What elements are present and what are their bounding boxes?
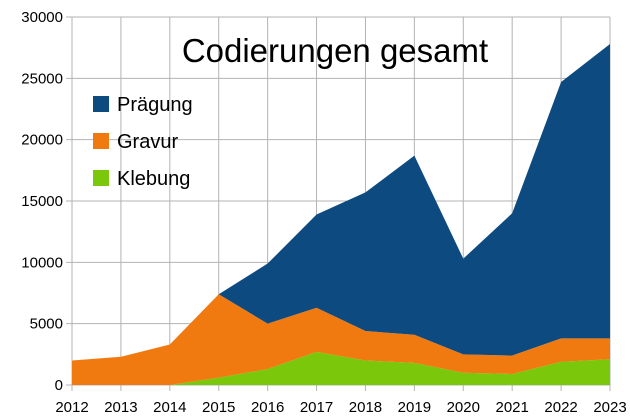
x-tick-label: 2019 <box>398 399 431 416</box>
y-tick-label: 25000 <box>21 70 63 87</box>
x-tick-label: 2012 <box>55 399 88 416</box>
legend-swatch <box>93 133 109 149</box>
y-tick-label: 30000 <box>21 9 63 26</box>
legend-label: Klebung <box>117 168 190 190</box>
x-tick-label: 2023 <box>593 399 626 416</box>
legend-swatch <box>93 96 109 112</box>
legend-swatch <box>93 170 109 186</box>
area-series <box>72 43 610 385</box>
x-tick-label: 2021 <box>495 399 528 416</box>
legend: Prägung Gravur Klebung <box>93 94 193 190</box>
x-tick-label: 2016 <box>251 399 284 416</box>
y-tick-label: 15000 <box>21 193 63 210</box>
y-tick-label: 5000 <box>30 316 63 333</box>
legend-label: Prägung <box>117 94 193 116</box>
y-tick-label: 10000 <box>21 254 63 271</box>
x-tick-label: 2018 <box>349 399 382 416</box>
area-pr-gung <box>72 43 610 361</box>
x-tick-label: 2017 <box>300 399 333 416</box>
x-tick-label: 2022 <box>544 399 577 416</box>
chart-title: Codierungen gesamt <box>182 32 488 69</box>
x-tick-label: 2014 <box>153 399 186 416</box>
x-tick-label: 2015 <box>202 399 235 416</box>
y-tick-label: 0 <box>55 377 63 394</box>
x-axis-ticks: 2012 2013 2014 2015 2016 2017 2018 2019 2020 2021… <box>55 399 626 416</box>
x-tick-label: 2013 <box>104 399 137 416</box>
area-klebung <box>72 351 610 385</box>
y-tick-label: 20000 <box>21 132 63 149</box>
y-axis-ticks: 0 5000 10000 15000 20000 25000 30000 <box>21 9 63 394</box>
legend-label: Gravur <box>117 131 178 153</box>
x-tick-label: 2020 <box>447 399 480 416</box>
area-gravur <box>72 294 610 385</box>
